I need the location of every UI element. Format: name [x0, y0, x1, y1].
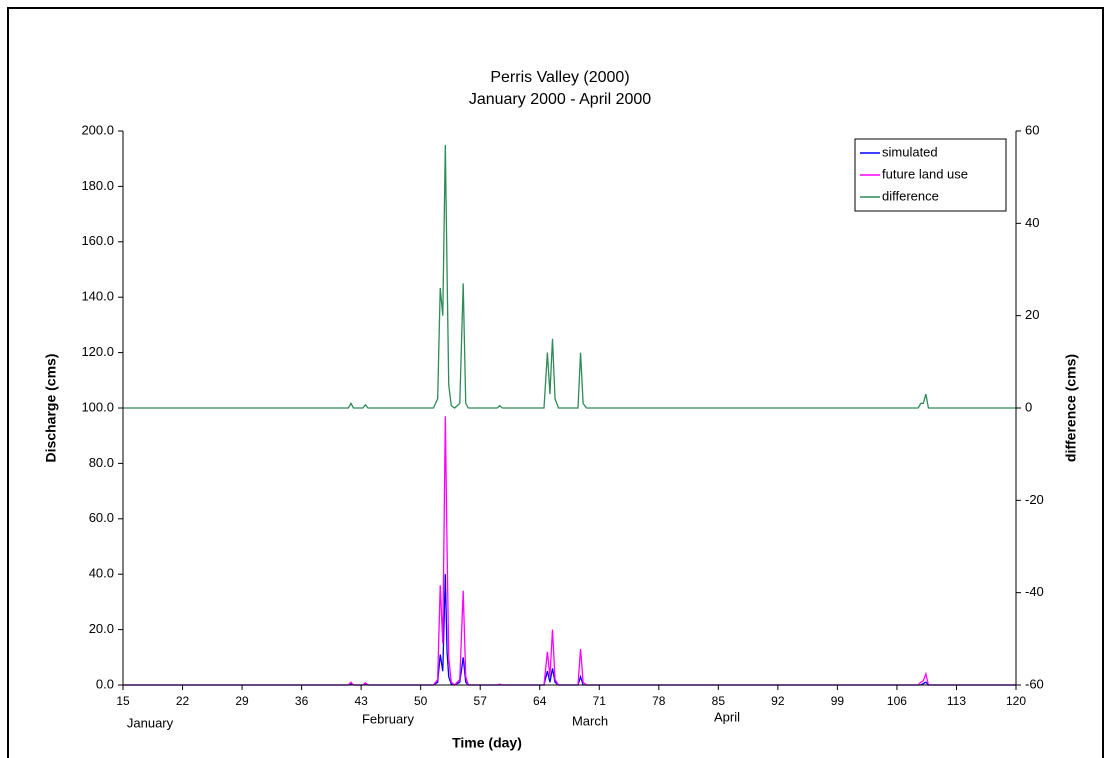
x-tick-label: 57	[474, 694, 488, 708]
x-tick-label: 64	[533, 694, 547, 708]
month-label: February	[362, 711, 415, 726]
legend-box	[854, 138, 1007, 212]
y-tick-label: 100.0	[81, 399, 114, 414]
y-tick-label: 80.0	[89, 455, 114, 470]
x-tick-label: 43	[354, 694, 368, 708]
month-label: January	[127, 715, 174, 730]
y2-tick-label: 0	[1025, 399, 1032, 414]
y-tick-label: 200.0	[81, 122, 114, 137]
legend-label: simulated	[882, 144, 938, 159]
month-label: April	[714, 709, 740, 724]
y2-tick-label: 60	[1025, 122, 1039, 137]
x-tick-label: 71	[593, 694, 607, 708]
y2-tick-label: 40	[1025, 215, 1039, 230]
y2-tick-label: -40	[1025, 584, 1044, 599]
y-tick-label: 160.0	[81, 233, 114, 248]
y-tick-label: 180.0	[81, 178, 114, 193]
y-tick-label: 120.0	[81, 344, 114, 359]
x-tick-label: 106	[887, 694, 907, 708]
x-tick-label: 78	[652, 694, 666, 708]
y-tick-label: 40.0	[89, 566, 114, 581]
y2-tick-label: -60	[1025, 676, 1044, 691]
y-tick-label: 0.0	[96, 676, 114, 691]
x-tick-label: 36	[295, 694, 309, 708]
y2-axis-title: difference (cms)	[1063, 354, 1079, 462]
x-tick-label: 113	[947, 694, 966, 708]
chart-subtitle: January 2000 - April 2000	[469, 91, 651, 108]
x-tick-label: 120	[1006, 694, 1026, 708]
legend-label: difference	[882, 188, 939, 203]
y-tick-label: 20.0	[89, 621, 114, 636]
y-axis-title: Discharge (cms)	[43, 354, 59, 463]
y2-tick-label: -20	[1025, 492, 1044, 507]
x-tick-label: 99	[831, 694, 845, 708]
y-tick-label: 140.0	[81, 289, 114, 304]
x-tick-label: 22	[176, 694, 190, 708]
x-tick-label: 15	[116, 694, 130, 708]
x-tick-label: 50	[414, 694, 428, 708]
y2-tick-label: 20	[1025, 307, 1039, 322]
legend-label: future land use	[882, 166, 968, 181]
x-tick-label: 85	[712, 694, 726, 708]
month-label: March	[572, 713, 608, 728]
series-line	[123, 144, 1016, 409]
x-axis-title: Time (day)	[452, 735, 522, 751]
x-tick-label: 92	[771, 694, 785, 708]
chart-title: Perris Valley (2000)	[490, 69, 629, 86]
y-tick-label: 60.0	[89, 510, 114, 525]
x-tick-label: 29	[235, 694, 249, 708]
